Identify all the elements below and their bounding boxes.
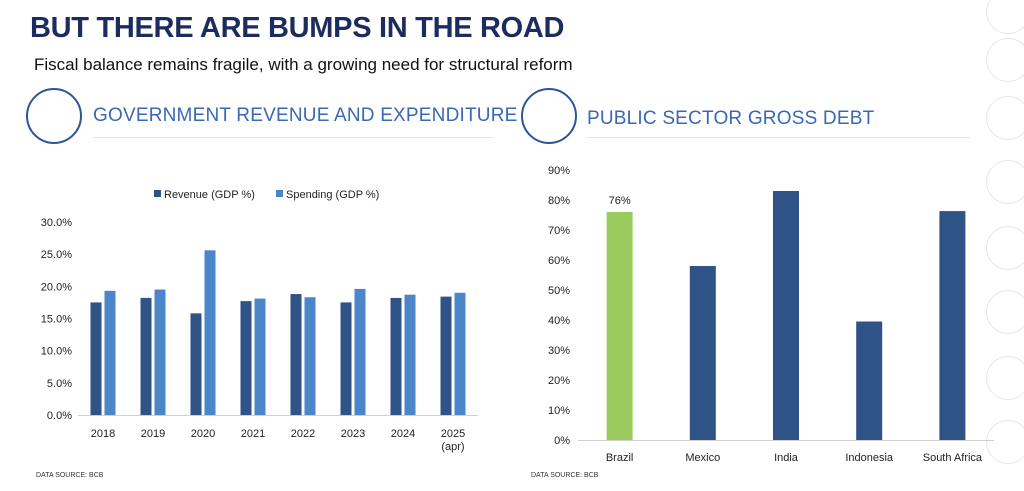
x-tick-label: 2024 <box>391 428 415 440</box>
right-heading-rule <box>587 137 970 138</box>
left-chart-heading: GOVERNMENT REVENUE AND EXPENDITURE <box>93 105 518 126</box>
revenue-bar <box>240 301 252 415</box>
edge-circle-decoration <box>986 96 1024 140</box>
spending-bar <box>354 288 366 415</box>
edge-circle-decoration <box>986 226 1024 270</box>
x-tick-label: 2022 <box>291 428 315 440</box>
spending-bar <box>254 298 266 415</box>
spending-bar <box>404 294 416 415</box>
x-tick-label: 2025 (apr) <box>441 428 465 453</box>
revenue-bar <box>340 302 352 415</box>
right-chart-heading: PUBLIC SECTOR GROSS DEBT <box>587 108 875 129</box>
x-tick-label: 2019 <box>141 428 165 440</box>
spending-bar <box>304 297 316 415</box>
spending-bar <box>104 290 116 415</box>
y-tick-label: 30.0% <box>41 217 72 229</box>
revenue-bar <box>390 297 402 415</box>
revenue-bar <box>140 297 152 415</box>
y-tick-label: 25.0% <box>41 249 72 261</box>
y-tick-label: 15.0% <box>41 314 72 326</box>
page-subtitle: Fiscal balance remains fragile, with a g… <box>34 55 573 74</box>
revenue-bar <box>190 313 202 415</box>
y-tick-label: 20.0% <box>41 281 72 293</box>
right-data-source: DATA SOURCE: BCB <box>531 472 599 479</box>
spending-bar <box>454 292 466 415</box>
revenue-bar <box>90 302 102 415</box>
spending-bar <box>204 250 216 415</box>
y-tick-label: 0.0% <box>47 410 72 422</box>
legend-label: Spending (GDP %) <box>286 189 379 201</box>
edge-circle-decoration <box>986 290 1024 334</box>
right-section-circle-decoration <box>521 88 577 144</box>
x-tick-label: 2018 <box>91 428 115 440</box>
page-title: BUT THERE ARE BUMPS IN THE ROAD <box>30 12 565 44</box>
revenue-bar <box>290 294 302 415</box>
left-heading-rule <box>93 137 493 138</box>
edge-circle-decoration <box>986 0 1024 34</box>
edge-circle-decoration <box>986 420 1024 464</box>
left-section-circle-decoration <box>26 88 82 144</box>
spending-bar <box>154 289 166 415</box>
revenue-bar <box>440 296 452 415</box>
x-tick-label: 2021 <box>241 428 265 440</box>
edge-circle-decoration <box>986 160 1024 204</box>
legend-swatch <box>276 190 283 197</box>
y-tick-label: 10.0% <box>41 346 72 358</box>
y-tick-label: 5.0% <box>47 378 72 390</box>
legend-label: Revenue (GDP %) <box>164 189 255 201</box>
edge-circle-decoration <box>986 356 1024 400</box>
legend-swatch <box>154 190 161 197</box>
left-data-source: DATA SOURCE: BCB <box>36 472 104 479</box>
x-tick-label: 2020 <box>191 428 215 440</box>
edge-circle-decoration <box>986 38 1024 82</box>
x-tick-label: 2023 <box>341 428 365 440</box>
